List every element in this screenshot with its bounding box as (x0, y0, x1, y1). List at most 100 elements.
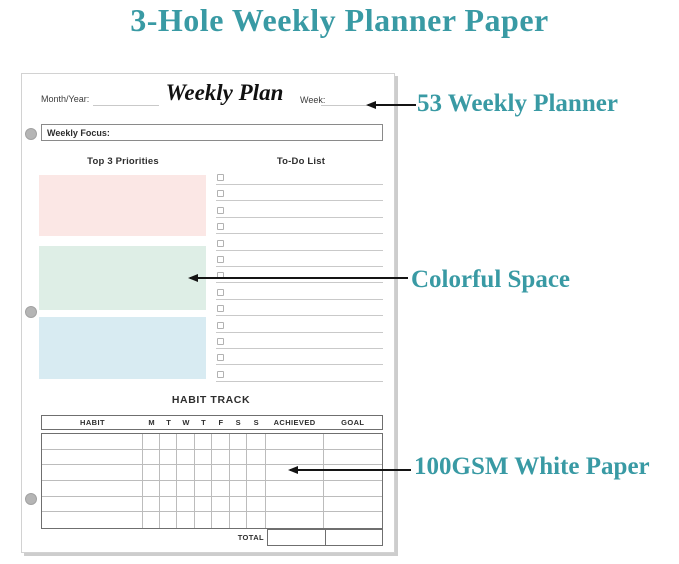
habit-cell (212, 434, 230, 449)
todo-checkbox-icon (217, 239, 224, 247)
punch-hole-top (25, 128, 37, 140)
weekly-focus-label: Weekly Focus: (47, 128, 110, 138)
habit-column-header-9: GOAL (341, 418, 365, 427)
habit-cell (177, 449, 195, 465)
todo-checkbox-icon (217, 190, 224, 198)
habit-cell (324, 497, 382, 512)
habit-column-header-5: F (218, 418, 224, 427)
habit-cell (230, 496, 247, 512)
habit-cell (230, 465, 247, 480)
habit-cell (266, 480, 324, 496)
arrow-to-habit-table (288, 466, 411, 474)
total-achieved-cell (268, 530, 326, 545)
todo-row (216, 272, 383, 288)
habit-column-header-6: S (235, 418, 241, 427)
habit-cell (195, 496, 213, 512)
annotation-white-paper: 100GSM White Paper (414, 453, 650, 480)
todo-row (216, 206, 383, 223)
habit-cell (195, 434, 213, 449)
habit-cell (247, 480, 266, 496)
habit-cell (230, 449, 247, 465)
arrow-to-green-box (188, 274, 408, 282)
habit-cell (42, 512, 143, 528)
habit-cell (143, 496, 161, 512)
habit-cell (160, 480, 178, 496)
habit-cell (42, 480, 143, 496)
habit-cell (230, 512, 247, 528)
habit-cell (177, 480, 195, 496)
habit-cell (195, 449, 213, 465)
habit-cell (42, 465, 143, 480)
habit-cell (143, 449, 161, 465)
habit-cell (195, 480, 213, 496)
todo-checkbox-icon (217, 354, 224, 362)
todo-blank-line (216, 233, 383, 235)
todo-blank-line (216, 249, 383, 251)
month-year-label: Month/Year: (41, 94, 90, 104)
habit-body (41, 433, 383, 529)
habit-row (42, 512, 382, 528)
habit-column-header-2: T (166, 418, 172, 427)
week-label: Week: (300, 95, 326, 105)
habit-cell (177, 512, 195, 528)
todo-checkbox-icon (217, 256, 224, 263)
habit-cell (324, 465, 382, 480)
habit-cell (230, 434, 247, 449)
habit-header-row: HABIT M T W T F S S ACHIEVED GOAL (41, 415, 383, 430)
todo-row (216, 190, 383, 206)
total-goal-cell (326, 530, 382, 545)
habit-cell (195, 465, 213, 480)
habit-cell (160, 512, 178, 528)
todo-blank-line (216, 200, 383, 202)
habit-track-heading: HABIT TRACK (171, 394, 251, 406)
habit-cell (160, 449, 178, 465)
todo-blank-line (216, 184, 383, 185)
habit-cell (230, 480, 247, 496)
habit-cell (266, 496, 324, 512)
todo-row (216, 305, 383, 321)
habit-cell (143, 465, 161, 480)
habit-cell (42, 434, 143, 449)
todo-blank-line (216, 282, 383, 284)
punch-hole-middle (25, 306, 37, 318)
habit-column-header-3: W (182, 418, 190, 427)
habit-column-header-4: T (201, 418, 207, 427)
habit-cell (247, 449, 266, 465)
habit-cell (177, 465, 195, 480)
todo-row (216, 288, 383, 305)
todo-checkbox-icon (217, 206, 224, 214)
todo-blank-line (216, 298, 383, 300)
habit-cell (266, 465, 324, 480)
habit-column-header-7: S (253, 418, 259, 427)
habit-cell (324, 450, 382, 465)
todo-checkbox-icon (217, 223, 224, 231)
habit-cell (247, 496, 266, 512)
habit-row (42, 434, 382, 450)
priorities-heading: Top 3 Priorities (87, 156, 159, 167)
todo-blank-line (216, 364, 383, 366)
sheet-title: Weekly Plan (165, 80, 284, 105)
habit-cell (143, 512, 161, 528)
todo-row (216, 354, 383, 370)
priority-box-blue (39, 317, 206, 379)
todo-checkbox-icon (217, 321, 224, 329)
habit-cell (324, 434, 382, 449)
habit-column-header-1: M (148, 418, 155, 427)
planner-sheet: Month/Year: Weekly Plan Week: Weekly Foc… (21, 73, 395, 553)
todo-checkbox-icon (217, 174, 224, 181)
habit-row (42, 496, 382, 513)
habit-cell (212, 496, 230, 512)
todo-checkbox-icon (217, 305, 224, 313)
annotation-weekly-planner: 53 Weekly Planner (417, 90, 618, 117)
todo-row (216, 321, 383, 338)
habit-cell (195, 512, 213, 528)
todo-checkbox-icon (217, 370, 224, 378)
todo-checkbox-icon (217, 338, 224, 345)
habit-cell (160, 496, 178, 512)
habit-cell (160, 434, 178, 449)
habit-row (42, 465, 382, 481)
habit-cell (42, 449, 143, 465)
habit-column-header-8: ACHIEVED (273, 418, 316, 427)
habit-cell (177, 434, 195, 449)
